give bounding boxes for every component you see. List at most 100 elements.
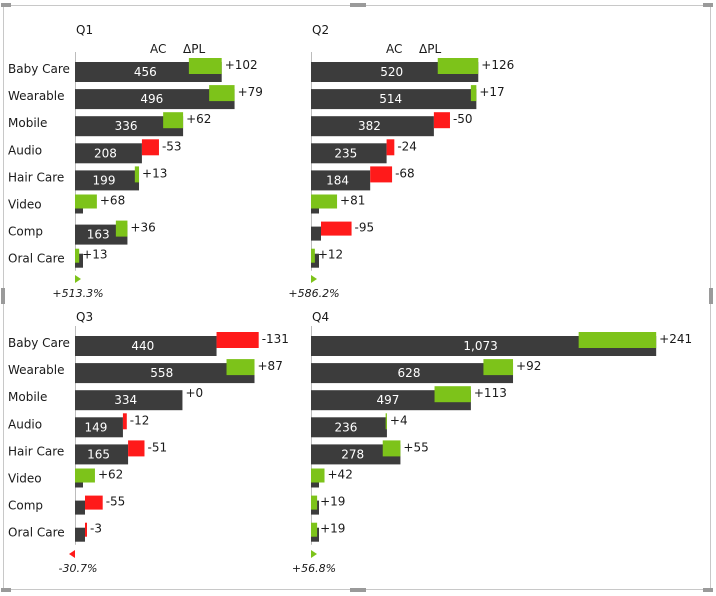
total-marker xyxy=(311,275,317,283)
ac-value-label: 558 xyxy=(150,366,173,380)
total-marker xyxy=(75,275,81,283)
ac-bar xyxy=(75,500,85,515)
ac-bar xyxy=(75,527,85,542)
delta-label: +62 xyxy=(186,112,211,126)
delta-label: -51 xyxy=(147,440,167,454)
delta-label: +81 xyxy=(340,194,365,208)
delta-label: +12 xyxy=(318,248,343,262)
delta-label: +68 xyxy=(100,194,125,208)
resize-handle-top-right[interactable] xyxy=(703,3,713,7)
delta-bar xyxy=(385,413,387,430)
ac-value-label: 456 xyxy=(134,65,157,79)
ac-value-label: 334 xyxy=(114,393,137,407)
total-percent-label: -30.7% xyxy=(59,562,98,575)
delta-label: +17 xyxy=(479,85,504,99)
ac-bar xyxy=(75,89,235,110)
ac-bar xyxy=(75,224,128,245)
ac-bar xyxy=(75,143,142,164)
delta-bar xyxy=(370,166,393,183)
ac-bar xyxy=(75,417,123,438)
delta-bar xyxy=(311,468,325,483)
delta-bar xyxy=(483,359,514,376)
delta-bar xyxy=(437,58,479,74)
delta-bar xyxy=(434,386,471,403)
ac-bar xyxy=(311,226,321,241)
delta-bar xyxy=(115,220,128,237)
ac-value-label: 514 xyxy=(379,92,402,106)
header-dpl: ΔPL xyxy=(419,42,441,56)
delta-bar xyxy=(311,495,318,510)
ac-bar xyxy=(311,417,387,438)
delta-label: -24 xyxy=(397,139,417,153)
total-percent-label: +56.8% xyxy=(292,562,336,575)
resize-handle-bottom-left[interactable] xyxy=(1,588,11,592)
delta-label: +87 xyxy=(258,359,283,373)
delta-label: -68 xyxy=(395,166,415,180)
ac-value-label: 278 xyxy=(341,447,364,461)
delta-bar xyxy=(386,139,395,156)
ac-value-label: 336 xyxy=(115,119,138,133)
chart-title: Q4 xyxy=(312,310,329,324)
ac-value-label: 628 xyxy=(398,366,421,380)
delta-bar xyxy=(85,495,103,510)
category-label: Baby Care xyxy=(8,62,70,76)
delta-label: -131 xyxy=(262,332,289,346)
ac-value-label: 235 xyxy=(334,146,357,160)
delta-bar xyxy=(433,112,450,129)
delta-label: -53 xyxy=(162,139,182,153)
delta-bar xyxy=(134,166,140,183)
ac-value-label: 520 xyxy=(380,65,403,79)
delta-bar xyxy=(311,194,338,209)
ac-bar xyxy=(75,363,255,384)
total-percent-label: +513.3% xyxy=(52,287,103,300)
resize-handle-top[interactable] xyxy=(350,3,366,7)
delta-label: +241 xyxy=(659,332,692,346)
resize-handle-bottom[interactable] xyxy=(350,588,366,592)
delta-bar xyxy=(122,413,127,430)
ac-value-label: 149 xyxy=(85,420,108,434)
category-label: Audio xyxy=(8,143,42,157)
delta-bar xyxy=(75,248,80,263)
delta-bar xyxy=(75,468,95,483)
delta-label: -95 xyxy=(355,221,375,235)
ac-value-label: 236 xyxy=(335,420,358,434)
delta-bar xyxy=(226,359,255,376)
ac-bar xyxy=(311,444,401,465)
delta-bar xyxy=(216,332,259,348)
ac-bar xyxy=(311,336,657,356)
ac-bar xyxy=(75,336,217,356)
delta-label: +126 xyxy=(481,58,514,72)
ac-value-label: 382 xyxy=(358,119,381,133)
category-label: Baby Care xyxy=(8,336,70,350)
category-label: Oral Care xyxy=(8,252,65,266)
ac-value-label: 163 xyxy=(87,228,110,242)
ac-value-label: 497 xyxy=(376,393,399,407)
delta-bar xyxy=(578,332,657,348)
resize-handle-bottom-right[interactable] xyxy=(703,588,713,592)
ac-bar xyxy=(75,170,140,191)
total-marker xyxy=(311,550,317,558)
category-label: Comp xyxy=(8,499,43,513)
total-percent-label: +586.2% xyxy=(288,287,339,300)
chart-title: Q1 xyxy=(76,23,93,37)
delta-label: +19 xyxy=(320,495,345,509)
delta-bar xyxy=(85,522,87,537)
delta-label: +19 xyxy=(320,522,345,536)
delta-label: -3 xyxy=(90,522,102,536)
delta-bar xyxy=(321,221,352,236)
delta-label: +36 xyxy=(130,221,155,235)
resize-handle-right[interactable] xyxy=(709,288,713,304)
ac-value-label: 184 xyxy=(326,173,349,187)
resize-handle-left[interactable] xyxy=(1,288,5,304)
ac-value-label: 1,073 xyxy=(463,339,497,353)
ac-bar xyxy=(75,444,129,465)
chart-title: Q3 xyxy=(76,310,93,324)
delta-label: +13 xyxy=(82,248,107,262)
category-label: Mobile xyxy=(8,390,47,404)
resize-handle-top-left[interactable] xyxy=(1,3,11,7)
delta-label: +113 xyxy=(474,386,507,400)
category-label: Oral Care xyxy=(8,526,65,540)
category-label: Wearable xyxy=(8,363,65,377)
delta-bar xyxy=(470,85,477,102)
